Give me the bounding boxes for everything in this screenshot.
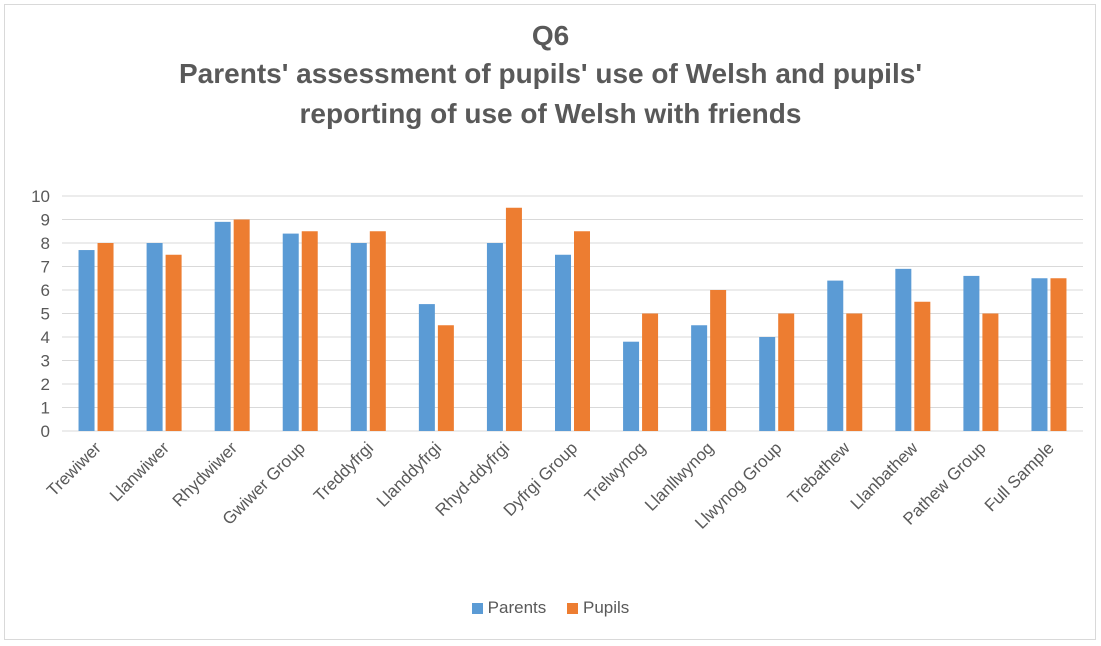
chart-title-line-3: reporting of use of Welsh with friends	[299, 98, 802, 129]
x-tick-label: Trebathew	[784, 438, 854, 508]
bar-pupils	[233, 219, 250, 431]
bar-parents	[214, 221, 231, 431]
bar-parents	[282, 233, 299, 431]
legend-swatch-parents	[471, 602, 483, 614]
bar-parents	[895, 268, 912, 431]
bar-pupils	[982, 313, 999, 431]
y-tick-label: 5	[41, 305, 50, 324]
y-tick-label: 7	[41, 258, 50, 277]
bar-pupils	[165, 254, 182, 431]
y-tick-label: 0	[41, 422, 50, 441]
bar-parents	[350, 243, 367, 431]
chart-title-line-1: Q6	[531, 20, 570, 51]
bar-pupils	[301, 231, 318, 431]
x-tick-label: Llanwiwer	[106, 438, 173, 505]
y-tick-label: 1	[41, 399, 50, 418]
y-tick-label: 10	[31, 187, 50, 206]
x-tick-label: Trelwynog	[581, 438, 649, 506]
chart-frame	[4, 4, 1096, 640]
bar-pupils	[369, 231, 386, 431]
bar-parents	[78, 250, 95, 431]
bar-pupils	[642, 313, 659, 431]
bar-pupils	[846, 313, 863, 431]
bar-pupils	[505, 207, 522, 431]
x-tick-label: Full Sample	[981, 438, 1058, 515]
chart-legend: Parents Pupils	[0, 598, 1101, 619]
bar-pupils	[914, 301, 931, 431]
bar-parents	[827, 280, 844, 431]
x-tick-label: Llanddyfrgi	[373, 438, 445, 510]
legend-item-parents: Parents	[471, 598, 547, 618]
chart-title: Q6 Parents' assessment of pupils' use of…	[0, 18, 1101, 134]
bar-pupils	[97, 243, 114, 431]
bar-pupils	[1050, 278, 1067, 431]
bar-parents	[486, 243, 503, 431]
y-tick-label: 9	[41, 211, 50, 230]
y-tick-label: 2	[41, 375, 50, 394]
bar-parents	[759, 337, 776, 431]
bar-parents	[623, 341, 640, 431]
legend-item-pupils: Pupils	[567, 598, 629, 618]
bar-pupils	[778, 313, 795, 431]
bar-parents	[963, 275, 980, 431]
x-tick-label: Rhydwiwer	[169, 438, 241, 510]
y-tick-label: 6	[41, 281, 50, 300]
bar-parents	[1031, 278, 1048, 431]
y-tick-label: 4	[41, 328, 50, 347]
chart-title-line-2: Parents' assessment of pupils' use of We…	[179, 58, 922, 89]
x-tick-label: Treddyfrgi	[310, 438, 377, 505]
bar-parents	[146, 243, 163, 431]
bar-pupils	[710, 290, 727, 431]
bar-parents	[691, 325, 708, 431]
bar-parents	[555, 254, 571, 431]
x-tick-label: Trewiwer	[43, 438, 105, 500]
y-tick-label: 3	[41, 352, 50, 371]
bar-parents	[418, 304, 435, 431]
x-tick-label: Llanbathew	[847, 438, 922, 513]
legend-swatch-pupils	[567, 602, 578, 614]
y-tick-label: 8	[41, 234, 50, 253]
legend-label-parents: Parents	[487, 598, 547, 617]
legend-label-pupils: Pupils	[583, 598, 630, 617]
bar-pupils	[574, 231, 590, 431]
bar-pupils	[437, 325, 454, 431]
